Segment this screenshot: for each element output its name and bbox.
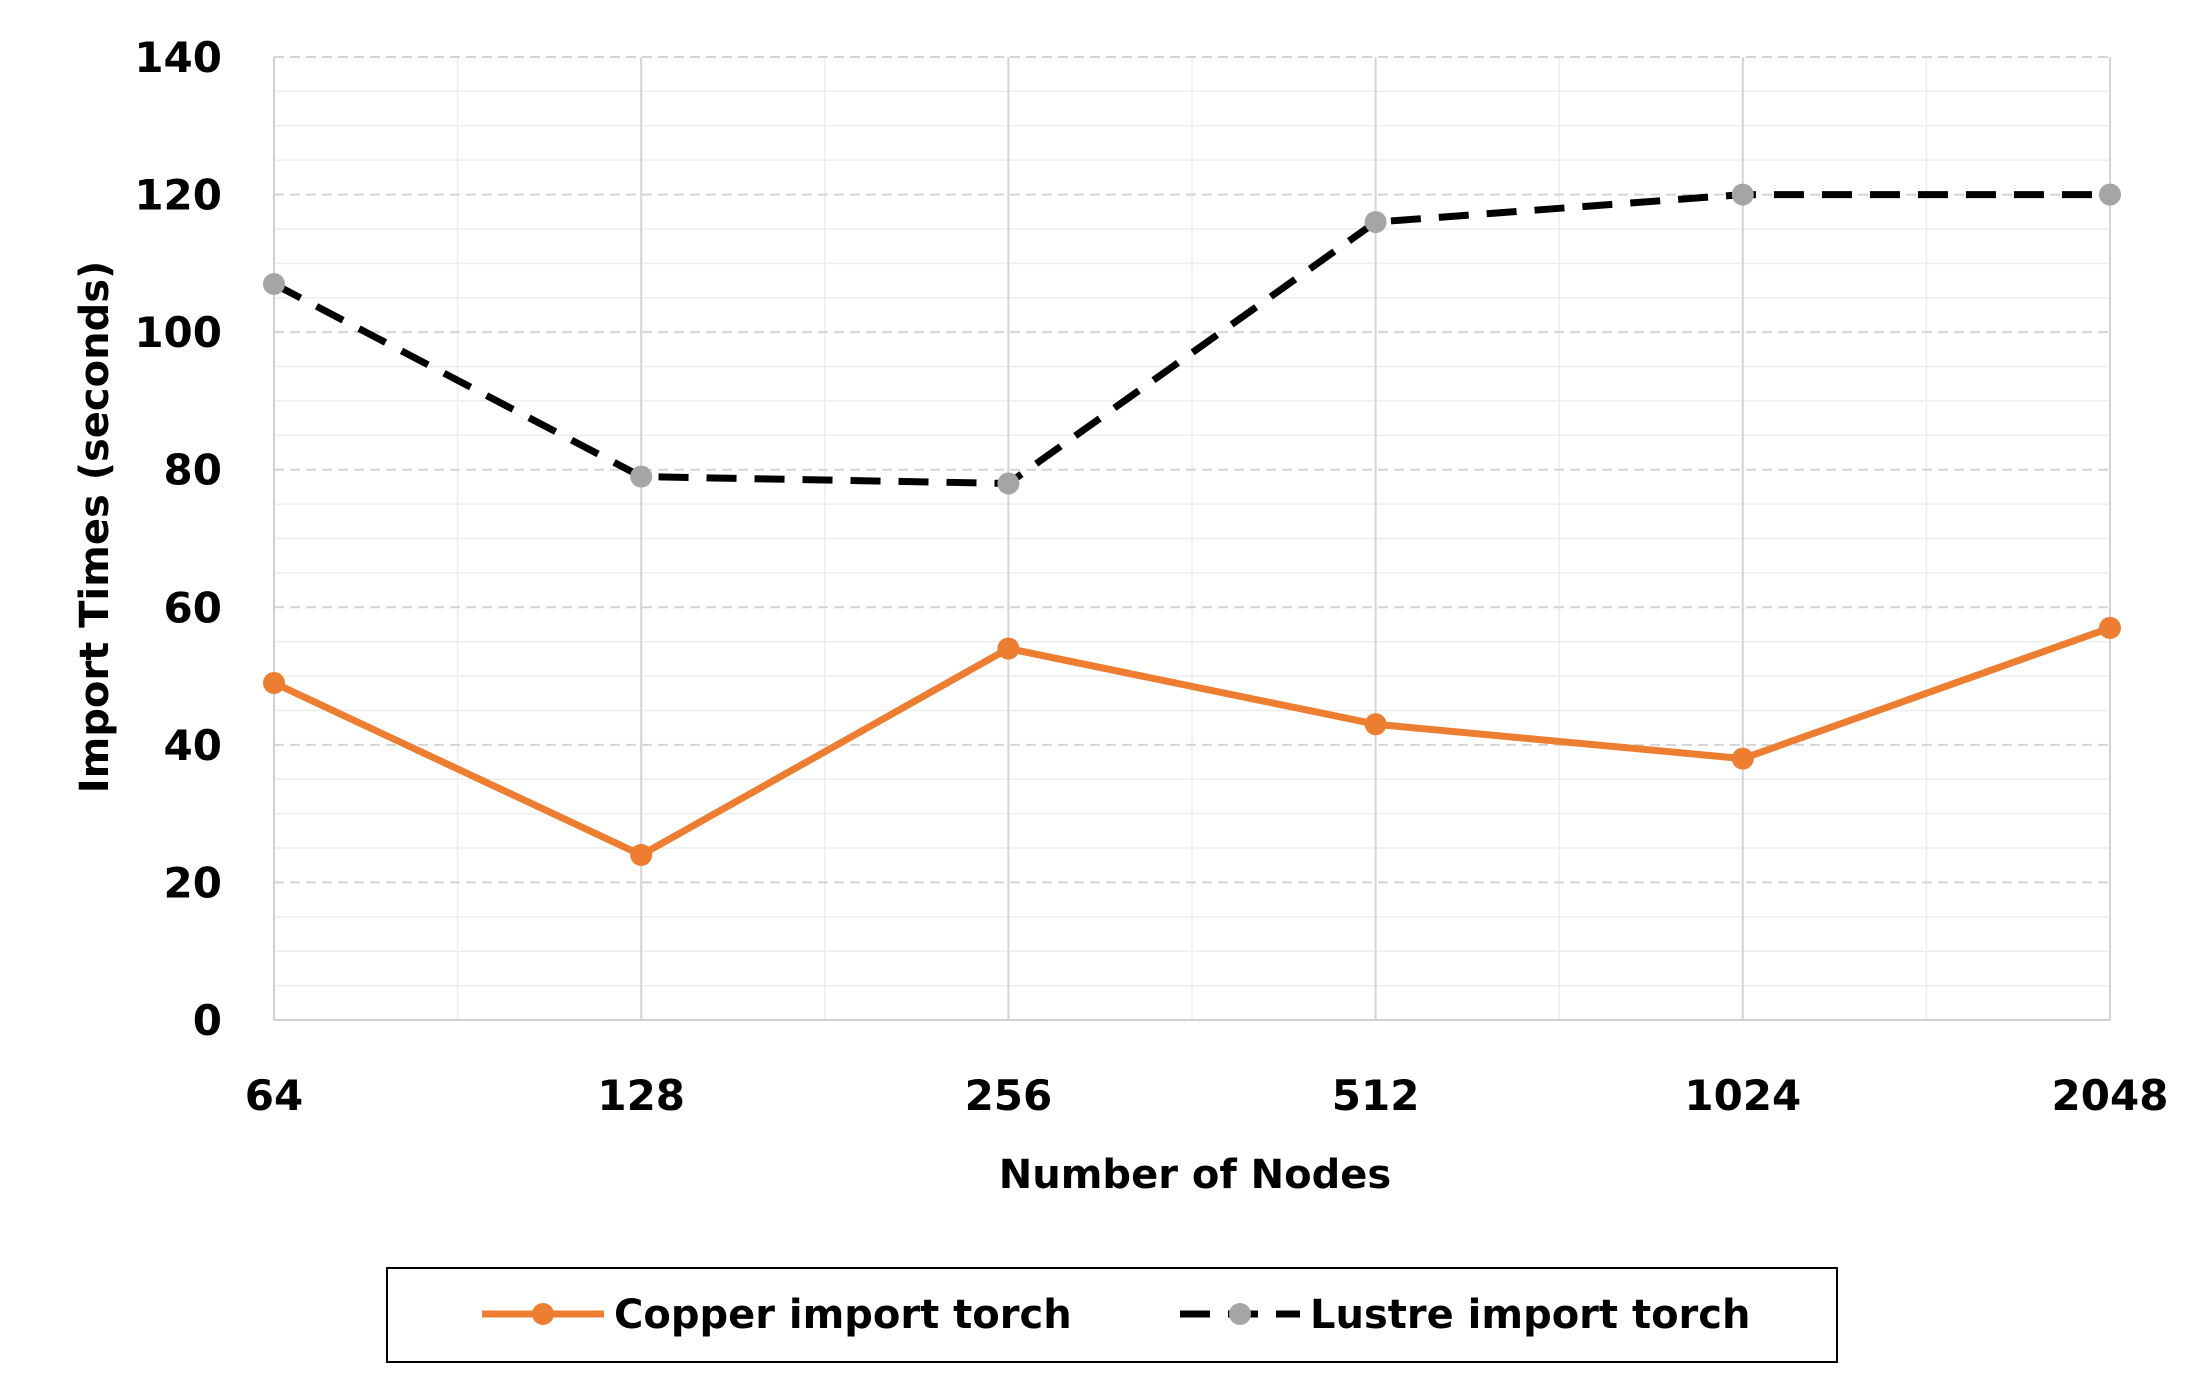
x-axis-title: Number of Nodes bbox=[999, 1152, 1391, 1198]
grid bbox=[273, 56, 2111, 1021]
legend-swatch-lustre-marker bbox=[1229, 1303, 1251, 1325]
y-tick-label: 100 bbox=[134, 308, 222, 357]
series-1-point bbox=[263, 272, 285, 295]
series-0-point bbox=[630, 843, 653, 866]
series-line-0 bbox=[272, 624, 2112, 859]
x-tick-label: 128 bbox=[597, 1071, 685, 1120]
series-0-point bbox=[2099, 616, 2121, 639]
y-tick-label: 140 bbox=[134, 33, 222, 82]
series-1-point bbox=[997, 472, 1020, 495]
y-tick-label: 40 bbox=[164, 721, 222, 770]
x-tick-label: 512 bbox=[1332, 1071, 1420, 1120]
legend-label-lustre: Lustre import torch bbox=[1310, 1292, 1750, 1338]
series-1-point bbox=[630, 465, 653, 488]
x-axis-ticks: 64 128 256 512 1024 2048 bbox=[245, 1071, 2169, 1120]
y-tick-label: 60 bbox=[164, 583, 222, 632]
series-1-point bbox=[1364, 211, 1387, 234]
legend-label-copper: Copper import torch bbox=[614, 1292, 1072, 1338]
series-0-point bbox=[997, 637, 1020, 660]
y-tick-label: 80 bbox=[164, 446, 222, 495]
y-tick-label: 20 bbox=[164, 858, 222, 907]
series-layer bbox=[263, 183, 2121, 866]
series-0-point bbox=[1731, 747, 1754, 770]
x-tick-label: 64 bbox=[245, 1071, 303, 1120]
series-0-point bbox=[1364, 713, 1387, 736]
y-axis-ticks: 0 20 40 60 80 100 120 140 bbox=[134, 33, 222, 1045]
legend-swatch-copper-marker bbox=[532, 1303, 554, 1325]
x-tick-label: 256 bbox=[965, 1071, 1053, 1120]
legend: Copper import torch Lustre import torch bbox=[386, 1267, 1838, 1363]
y-tick-label: 0 bbox=[193, 996, 222, 1045]
legend-item-lustre: Lustre import torch bbox=[1180, 1292, 1750, 1338]
y-tick-label: 120 bbox=[134, 171, 222, 220]
series-line-1 bbox=[272, 191, 2110, 487]
legend-item-copper: Copper import torch bbox=[482, 1292, 1072, 1338]
legend-box bbox=[386, 1267, 1838, 1363]
series-1-point bbox=[1731, 183, 1754, 206]
y-axis-title: Import Times (seconds) bbox=[72, 261, 118, 794]
x-tick-label: 1024 bbox=[1684, 1071, 1801, 1120]
x-tick-label: 2048 bbox=[2052, 1071, 2169, 1120]
series-0-point bbox=[263, 671, 285, 694]
series-1-point bbox=[2099, 183, 2121, 206]
